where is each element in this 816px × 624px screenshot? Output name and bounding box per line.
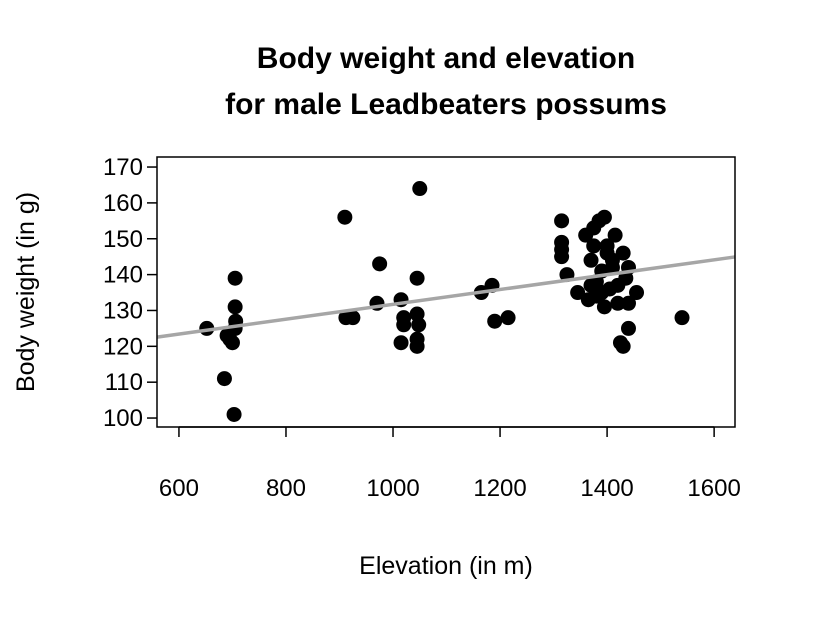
y-tick-label: 150 (103, 226, 143, 253)
y-tick-label: 130 (103, 297, 143, 324)
data-point (554, 249, 570, 265)
y-tick-label: 120 (103, 333, 143, 360)
data-point (596, 299, 612, 315)
y-tick-label: 170 (103, 154, 143, 181)
data-point (554, 213, 570, 229)
data-point (583, 277, 599, 293)
data-point (372, 256, 388, 272)
x-tick-label: 1200 (473, 475, 526, 502)
data-point (594, 285, 610, 301)
data-point (583, 252, 599, 268)
data-point (345, 310, 361, 326)
x-tick-label: 1400 (580, 475, 633, 502)
data-point (487, 313, 503, 329)
data-point (586, 238, 602, 254)
data-point (610, 295, 626, 311)
data-point (607, 227, 623, 243)
data-point (500, 310, 516, 326)
data-point (620, 295, 636, 311)
data-point (227, 299, 243, 315)
chart-title-line-1: Body weight and elevation (257, 42, 635, 75)
data-point (409, 270, 425, 286)
y-tick-label: 110 (105, 369, 143, 396)
data-point (224, 335, 240, 351)
data-point (570, 285, 586, 301)
data-point (615, 245, 631, 261)
data-point (674, 310, 690, 326)
x-axis-label: Elevation (in m) (359, 552, 533, 580)
x-tick-label: 800 (266, 475, 306, 502)
chart-title-line-2: for male Leadbeaters possums (225, 88, 667, 121)
trend-line (156, 255, 736, 339)
y-tick-label: 160 (103, 190, 143, 217)
data-point (629, 285, 645, 301)
data-point (596, 209, 612, 225)
data-point (396, 317, 412, 333)
data-point (227, 270, 243, 286)
data-point (615, 338, 631, 354)
data-point (226, 406, 242, 422)
data-point (337, 209, 353, 225)
data-point (620, 320, 636, 336)
x-tick-label: 1000 (366, 475, 419, 502)
y-axis-label: Body weight (in g) (12, 192, 40, 392)
x-tick-label: 1600 (687, 475, 740, 502)
plot-frame (156, 156, 736, 428)
y-tick-label: 100 (103, 405, 143, 432)
data-point (411, 317, 427, 333)
data-point (412, 181, 428, 197)
data-point (216, 371, 232, 387)
data-point (409, 338, 425, 354)
y-tick-label: 140 (103, 262, 143, 289)
data-point (604, 259, 620, 275)
x-tick-label: 600 (159, 475, 199, 502)
data-point (393, 335, 409, 351)
